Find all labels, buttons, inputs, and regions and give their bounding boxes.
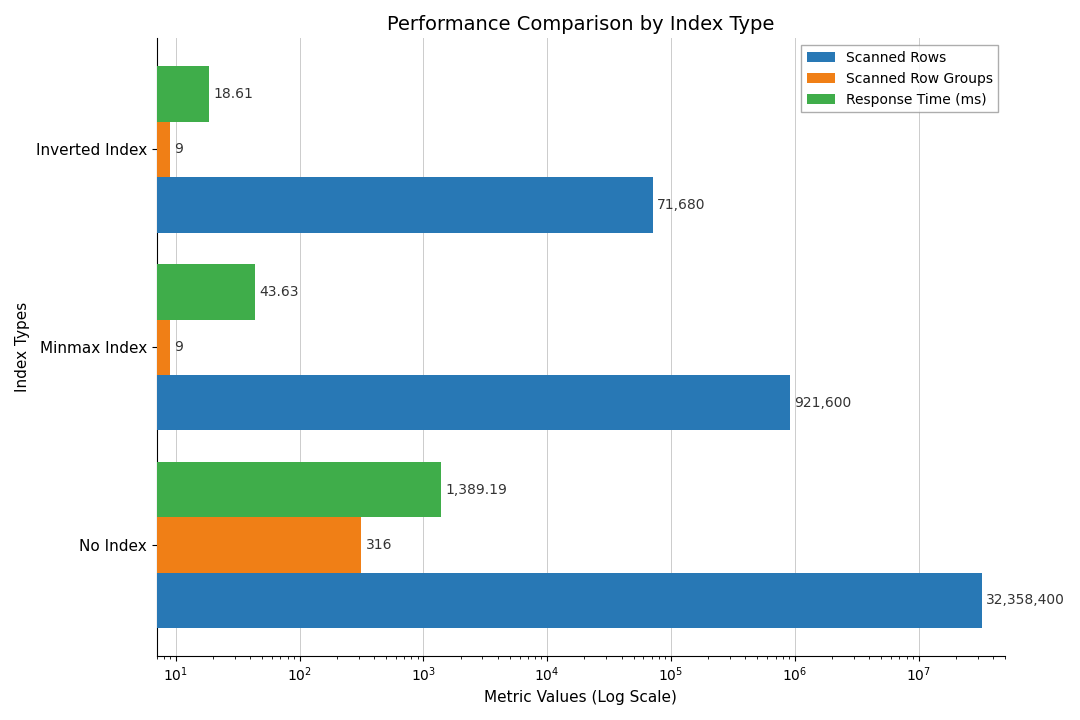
Bar: [0, 572, 982, 628]
Text: 9: 9: [174, 143, 183, 156]
Text: 9: 9: [174, 341, 183, 354]
Text: 32,358,400: 32,358,400: [986, 593, 1065, 608]
X-axis label: Metric Values (Log Scale): Metric Values (Log Scale): [485, 690, 677, 705]
Bar: [0, 375, 791, 431]
Text: 43.63: 43.63: [259, 285, 298, 299]
Legend: Scanned Rows, Scanned Row Groups, Response Time (ms): Scanned Rows, Scanned Row Groups, Respon…: [801, 45, 998, 112]
Y-axis label: Index Types: Index Types: [15, 302, 30, 392]
Bar: [0, 264, 255, 320]
Text: 18.61: 18.61: [213, 87, 253, 101]
Bar: [0, 66, 210, 122]
Bar: [0, 122, 170, 177]
Text: 921,600: 921,600: [795, 395, 852, 410]
Title: Performance Comparison by Index Type: Performance Comparison by Index Type: [387, 15, 774, 34]
Bar: [0, 462, 441, 517]
Bar: [0, 517, 362, 572]
Bar: [0, 320, 170, 375]
Text: 316: 316: [365, 538, 392, 552]
Bar: [0, 177, 653, 233]
Text: 1,389.19: 1,389.19: [445, 482, 507, 497]
Text: 71,680: 71,680: [658, 198, 705, 212]
